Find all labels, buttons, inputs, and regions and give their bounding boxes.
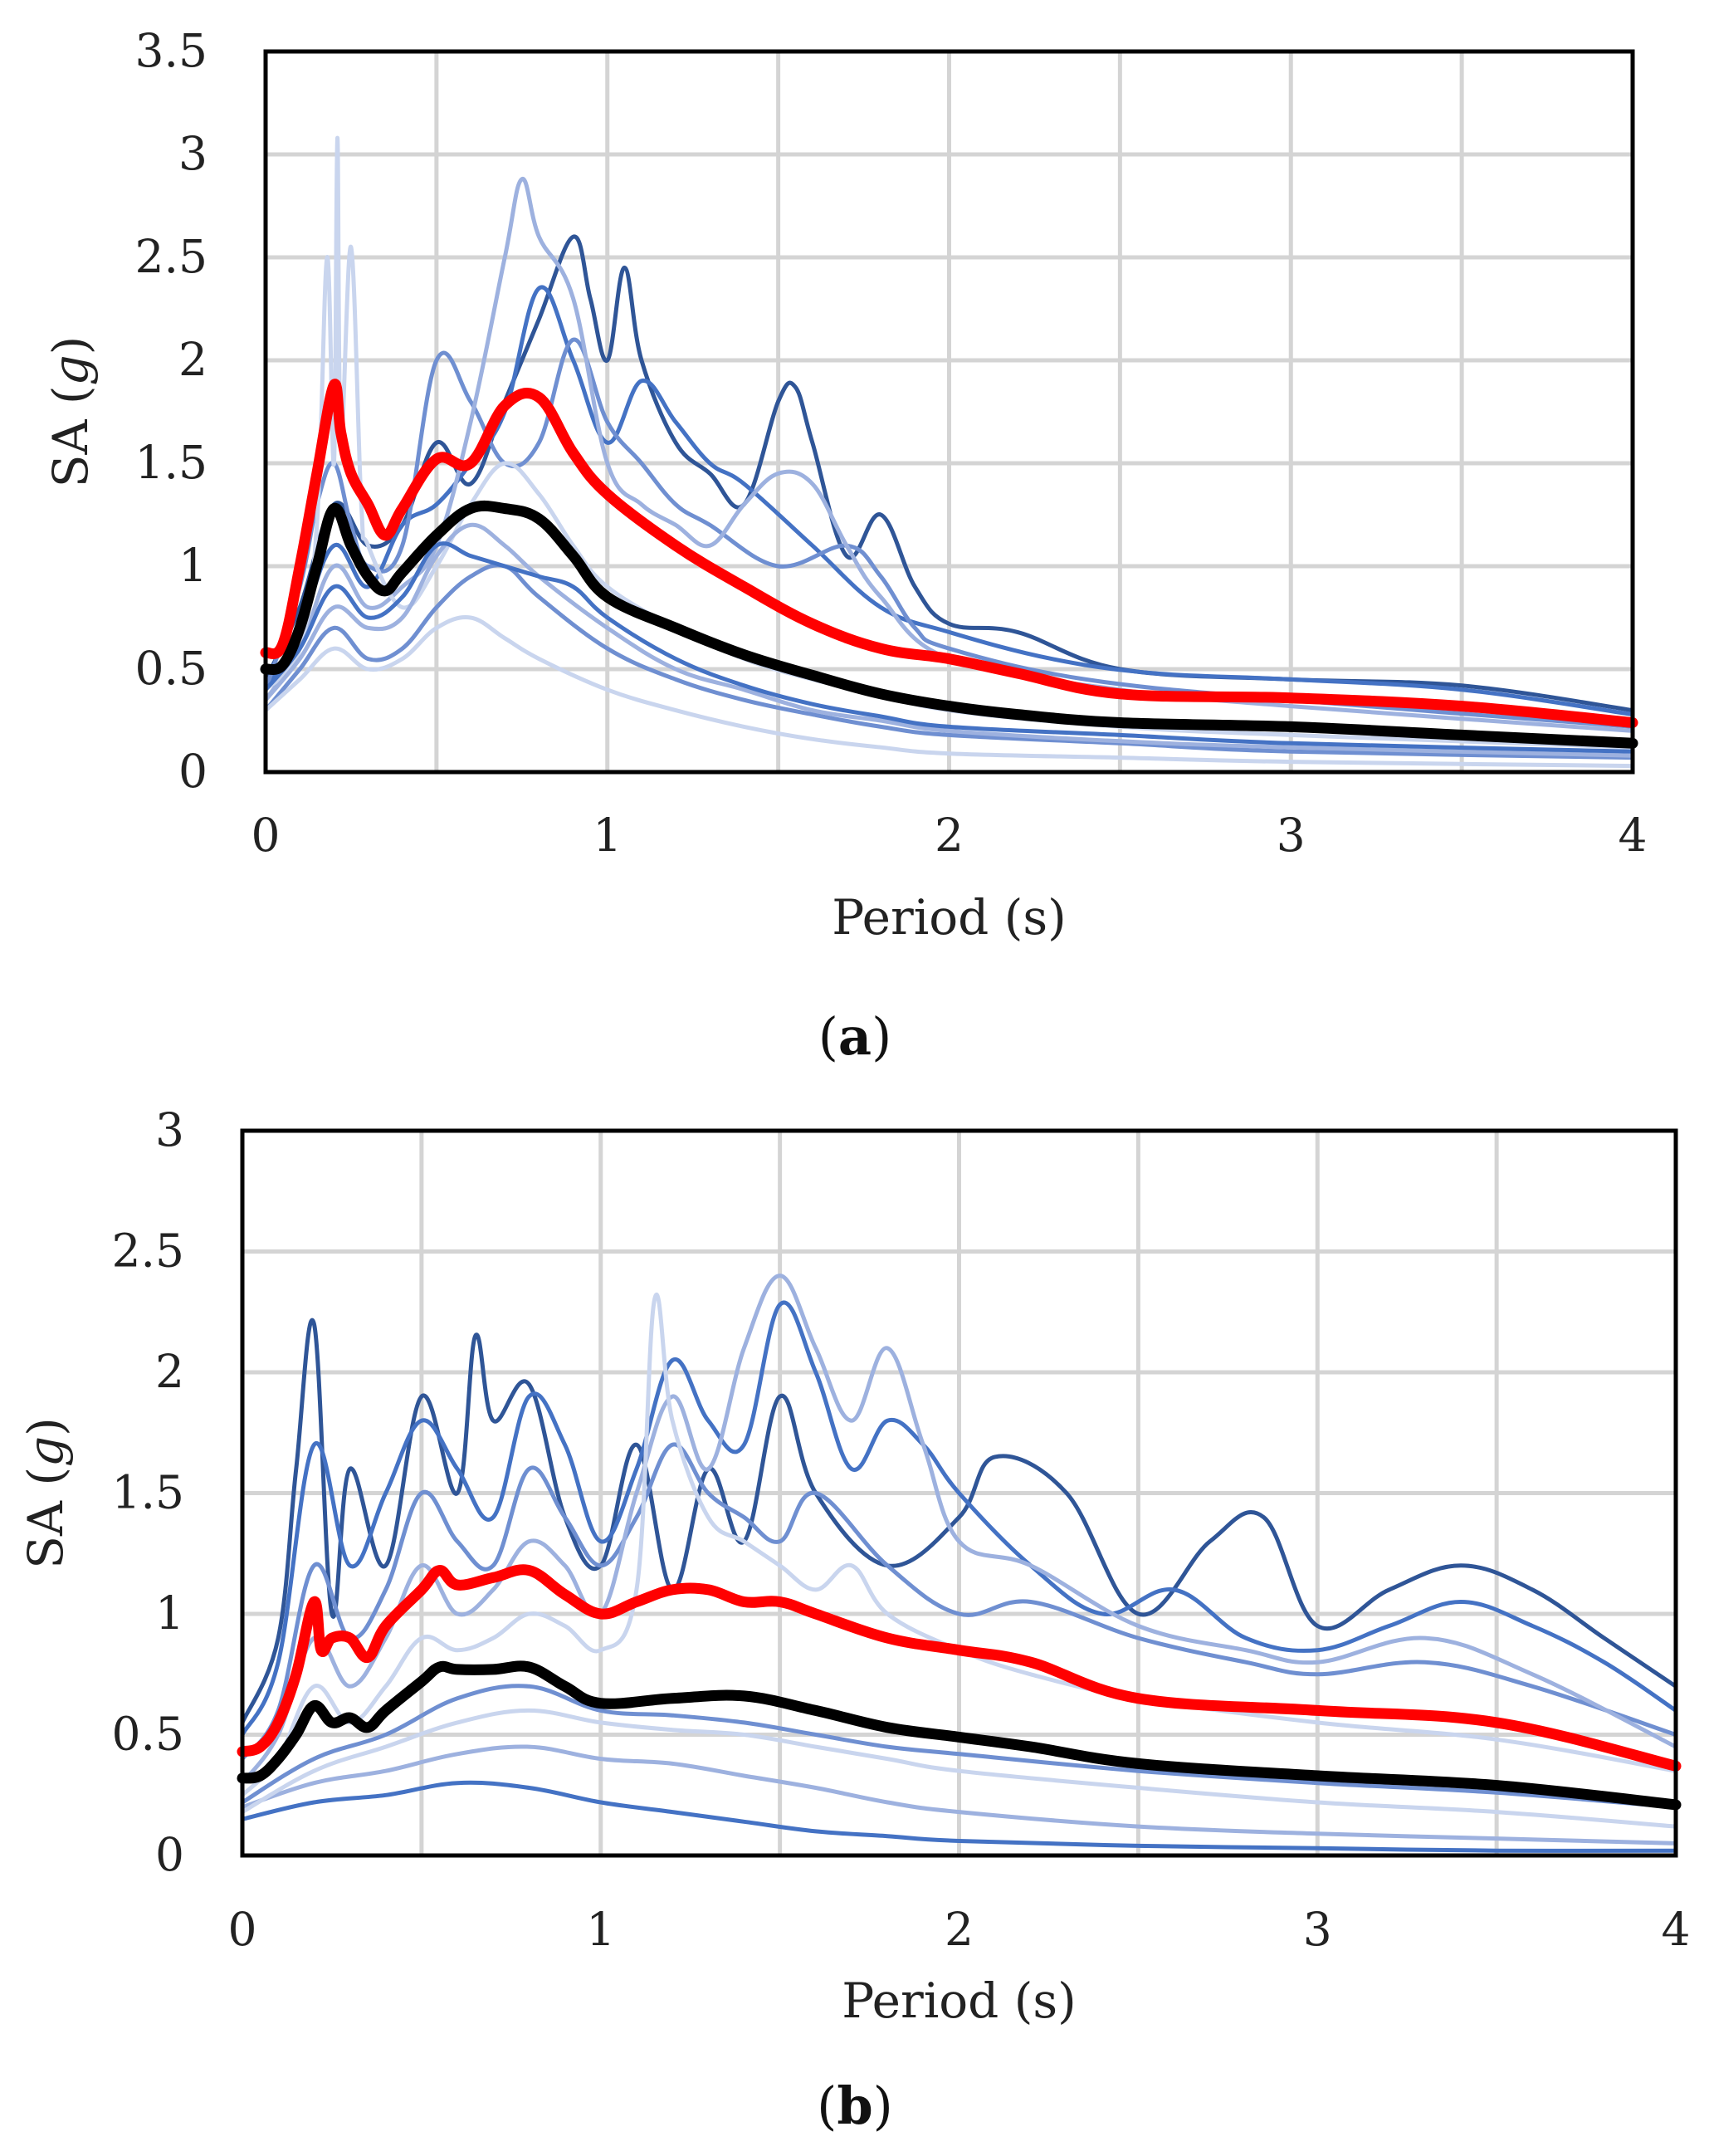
x-tick-label: 3	[1277, 809, 1306, 862]
y-axis-title-suffix: )	[17, 1417, 74, 1436]
series-line-record-4	[240, 1442, 1678, 1762]
series-line-record-4	[263, 337, 1635, 729]
x-tick-label: 0	[251, 809, 281, 862]
caption-close-paren: )	[873, 2075, 893, 2136]
series-line-record-3	[263, 285, 1635, 717]
x-axis-title-b: Period (s)	[842, 1973, 1077, 2029]
series-line-record-10	[263, 541, 1635, 754]
series-line-record-7	[263, 563, 1635, 760]
y-tick-label: 3	[155, 1103, 184, 1156]
series-line-record-8	[263, 522, 1635, 758]
x-tick-label: 4	[1619, 809, 1648, 862]
y-tick-label: 3	[178, 127, 208, 180]
series-line-record-9	[263, 615, 1635, 769]
x-tick-label: 0	[228, 1903, 257, 1956]
series-group-b	[237, 1274, 1682, 1853]
y-axis-title-suffix: )	[42, 336, 99, 355]
y-axis-title-variable: g	[42, 354, 99, 385]
series-line-record-2	[263, 234, 1635, 713]
series-line-mean-plus-sd	[260, 379, 1638, 728]
x-tick-label: 1	[593, 809, 622, 862]
x-tick-labels-a: 0 1 2 3 4	[251, 809, 1648, 862]
y-tick-label: 1.5	[135, 436, 208, 489]
y-tick-label: 2	[178, 333, 208, 386]
y-axis-title-variable: g	[17, 1436, 74, 1467]
series-line-record-5	[240, 1274, 1678, 1786]
y-tick-label: 1.5	[112, 1466, 184, 1519]
caption-close-paren: )	[872, 1006, 891, 1067]
x-axis-title-a: Period (s)	[832, 889, 1067, 946]
y-axis-title-b: SA (g)	[17, 1417, 74, 1568]
panel-caption-a: (a)	[818, 1006, 892, 1067]
series-line-record-10	[240, 1684, 1678, 1810]
series-line-mean	[237, 1660, 1682, 1811]
x-tick-label: 2	[935, 809, 964, 862]
series-group-a	[260, 135, 1638, 769]
y-tick-labels-a: 0 0.5 1 1.5 2 2.5 3 3.5	[135, 24, 208, 798]
plot-frame-b	[240, 1128, 1678, 1858]
panel-caption-b: (b)	[817, 2075, 893, 2136]
y-tick-labels-b: 0 0.5 1 1.5 2 2.5 3	[112, 1103, 184, 1881]
y-tick-label: 0.5	[112, 1708, 184, 1761]
y-tick-label: 1	[178, 539, 208, 592]
series-line-record-8	[240, 1744, 1678, 1846]
y-axis-title-prefix: SA (	[42, 386, 99, 488]
y-axis-title-prefix: SA (	[17, 1467, 74, 1569]
y-axis-title-a: SA (g)	[42, 336, 99, 487]
x-tick-label: 3	[1303, 1903, 1332, 1956]
y-tick-label: 1	[155, 1586, 184, 1640]
x-tick-label: 4	[1662, 1903, 1691, 1956]
series-line-record-9	[240, 1708, 1678, 1829]
caption-open-paren: (	[818, 1006, 838, 1067]
x-tick-label: 2	[945, 1903, 974, 1956]
plot-frame-a	[263, 49, 1635, 775]
chart-panel-b: 0 0.5 1 1.5 2 2.5 3 0 1 2 3 4 SA (g) Period (s) (b…	[17, 1103, 1690, 2136]
series-line-mean-plus-sd	[237, 1564, 1682, 1772]
y-tick-label: 2	[155, 1345, 184, 1398]
caption-open-paren: (	[817, 2075, 837, 2136]
caption-letter: a	[838, 1006, 872, 1067]
x-tick-label: 1	[586, 1903, 615, 1956]
y-tick-label: 3.5	[135, 24, 208, 77]
y-tick-label: 0	[178, 745, 208, 798]
caption-letter: b	[837, 2075, 872, 2136]
y-tick-label: 0.5	[135, 642, 208, 695]
y-tick-label: 0	[155, 1828, 184, 1881]
series-line-mean	[260, 500, 1638, 749]
series-line-record-3	[240, 1300, 1678, 1737]
x-tick-labels-b: 0 1 2 3 4	[228, 1903, 1691, 1956]
series-line-record-7	[240, 1780, 1678, 1853]
chart-panel-a: 0 0.5 1 1.5 2 2.5 3 3.5 0 1 2 3 4 SA (g) Period (s)…	[42, 24, 1647, 1067]
y-tick-label: 2.5	[112, 1225, 184, 1278]
y-tick-label: 2.5	[135, 230, 208, 283]
